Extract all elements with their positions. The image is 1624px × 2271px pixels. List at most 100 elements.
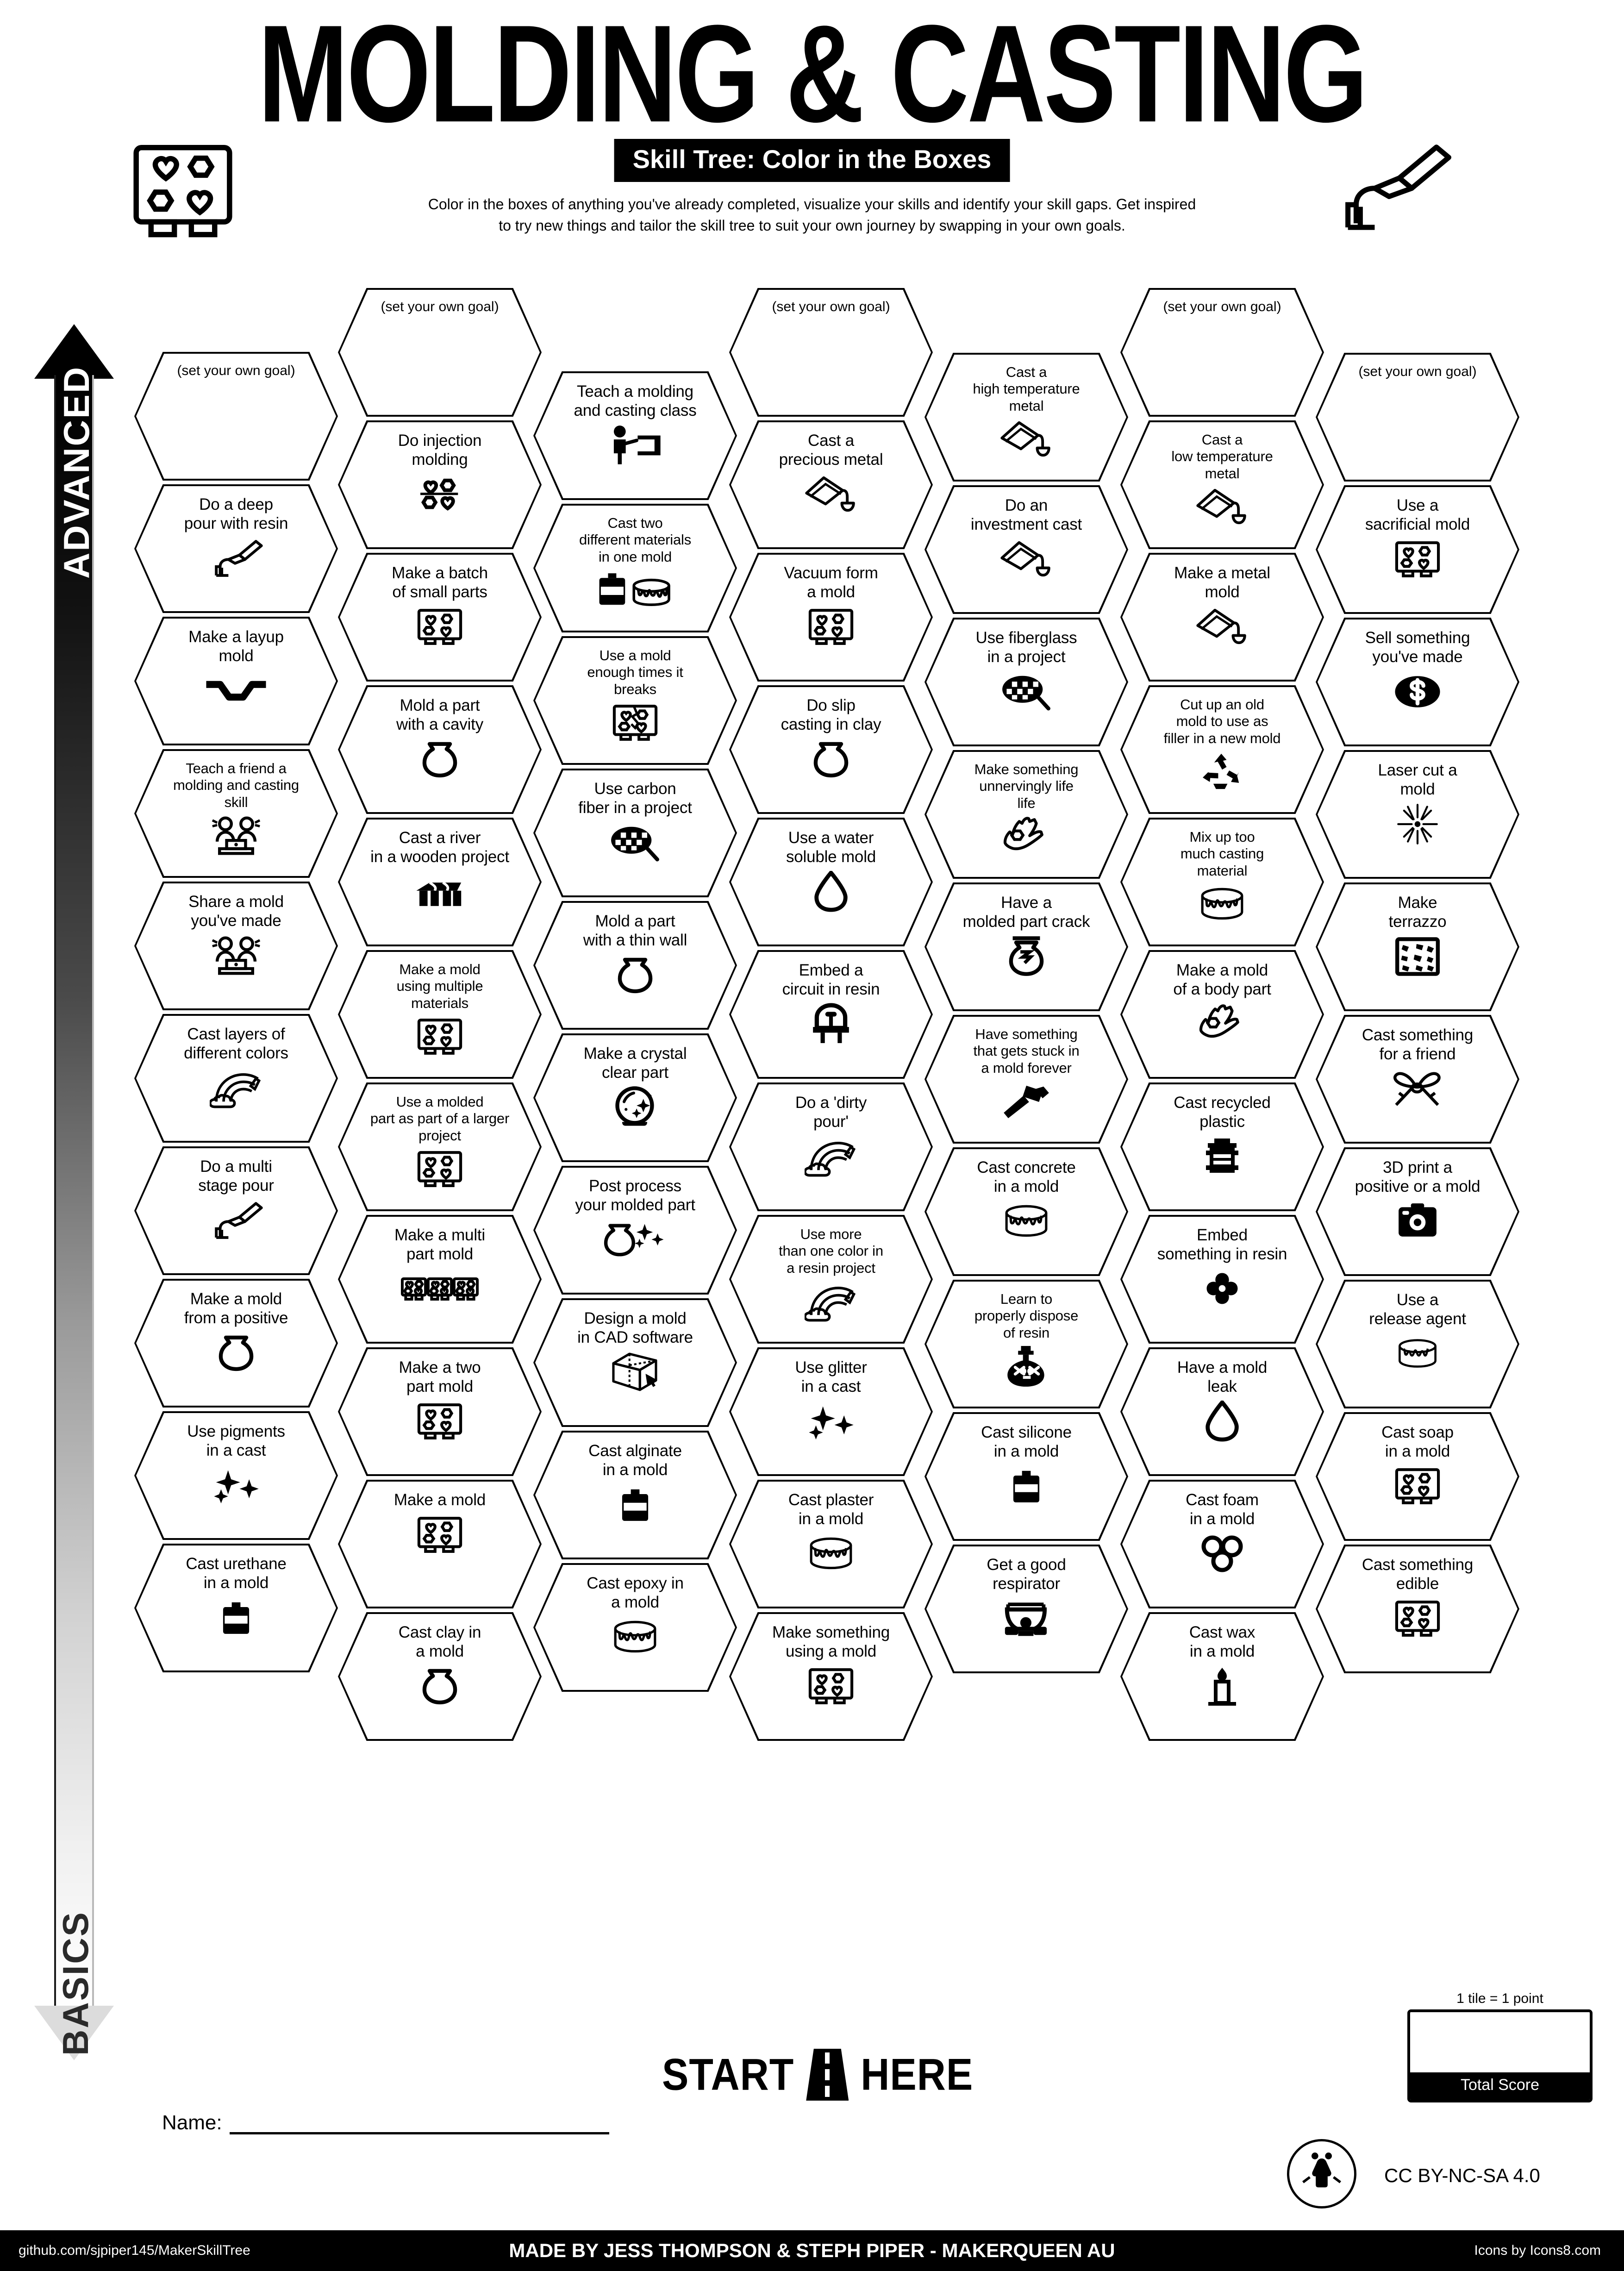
skill-tile[interactable]: Use carbon fiber in a project — [533, 769, 737, 897]
score-note: 1 tile = 1 point — [1456, 1991, 1543, 2006]
skill-tile[interactable]: Use glitter in a cast — [729, 1347, 933, 1476]
skill-tile[interactable]: Mix up too much casting material — [1120, 818, 1324, 946]
skill-tile[interactable]: Do a 'dirty pour' — [729, 1082, 933, 1211]
skill-tile[interactable]: (set your own goal) — [729, 288, 933, 417]
skill-tile-body: (set your own goal) — [1120, 288, 1324, 417]
skill-tile[interactable]: Have a mold leak — [1120, 1347, 1324, 1476]
skill-tile[interactable]: Make a mold — [338, 1480, 542, 1608]
skill-tile[interactable]: Cast wax in a mold — [1120, 1612, 1324, 1741]
skill-tile[interactable]: Cast clay in a mold — [338, 1612, 542, 1741]
skill-tile[interactable]: Use pigments in a cast — [134, 1411, 338, 1540]
skill-tile[interactable]: (set your own goal) — [1316, 353, 1519, 482]
skill-tile[interactable]: Do a multi stage pour — [134, 1146, 338, 1275]
skill-tile[interactable]: Cast plaster in a mold — [729, 1480, 933, 1608]
skill-tile-label: Cast a precious metal — [779, 432, 883, 469]
skill-tile[interactable]: Sell something you've made — [1316, 618, 1519, 746]
skill-tile[interactable]: Make a batch of small parts — [338, 553, 542, 682]
hexagon-outline — [1316, 1280, 1519, 1408]
skill-tile[interactable]: Make a mold using multiple materials — [338, 950, 542, 1079]
skill-tile[interactable]: Cast layers of different colors — [134, 1014, 338, 1143]
skill-tile-label: Make something unnervingly life life — [974, 761, 1079, 811]
skill-tile[interactable]: 3D print a positive or a mold — [1316, 1147, 1519, 1276]
skill-tile[interactable]: Learn to properly dispose of resin — [924, 1280, 1128, 1408]
skill-tile[interactable]: Cast foam in a mold — [1120, 1480, 1324, 1608]
hammer-icon — [999, 1080, 1054, 1123]
hexagon-outline — [924, 882, 1128, 1011]
skill-tile[interactable]: Mold a part with a cavity — [338, 685, 542, 814]
skill-tile-body: Do a multi stage pour — [134, 1146, 338, 1275]
skill-tile[interactable]: Use a mold enough times it breaks — [533, 636, 737, 765]
start-label: START — [662, 2049, 794, 2100]
skill-tile[interactable]: Share a mold you've made — [134, 882, 338, 1010]
skill-tile[interactable]: Cast two different materials in one mold — [533, 504, 737, 632]
footer-repo-link[interactable]: github.com/sjpiper145/MakerSkillTree — [19, 2243, 250, 2258]
skill-tile[interactable]: Post process your molded part — [533, 1166, 737, 1295]
skill-tile[interactable]: Cast a low temperature metal — [1120, 420, 1324, 549]
skill-tile[interactable]: Have a molded part crack — [924, 882, 1128, 1011]
mold-tray-icon — [416, 1015, 464, 1058]
skill-tile[interactable]: Use a release agent — [1316, 1280, 1519, 1408]
hexagon-outline — [533, 371, 737, 500]
skill-tile-body: Have a molded part crack — [924, 882, 1128, 1011]
skill-tile[interactable]: Cast soap in a mold — [1316, 1412, 1519, 1541]
skill-tile[interactable]: Have something that gets stuck in a mold f… — [924, 1015, 1128, 1144]
respirator-icon — [1002, 1597, 1050, 1640]
skill-tile[interactable]: Get a good respirator — [924, 1545, 1128, 1673]
skill-tile[interactable]: Make a crystal clear part — [533, 1033, 737, 1162]
skill-tile[interactable]: Cast alginate in a mold — [533, 1431, 737, 1559]
skill-tile[interactable]: Use a sacrificial mold — [1316, 485, 1519, 614]
skill-tile[interactable]: Use fiberglass in a project — [924, 618, 1128, 746]
name-input[interactable] — [229, 2131, 609, 2134]
skill-tile[interactable]: Cast a river in a wooden project — [338, 818, 542, 946]
skill-tile[interactable]: Make a mold from a positive — [134, 1279, 338, 1408]
skill-tile-label: Use carbon fiber in a project — [578, 780, 692, 817]
skill-tile-body: Do an investment cast — [924, 485, 1128, 614]
skill-tile[interactable]: Make terrazzo — [1316, 882, 1519, 1011]
pot-drip-icon — [1003, 1200, 1050, 1243]
skill-tile-body: Share a mold you've made — [134, 882, 338, 1010]
skill-tile[interactable]: Embed a circuit in resin — [729, 950, 933, 1079]
skill-tile-label: Vacuum form a mold — [784, 564, 878, 601]
skill-tile[interactable]: (set your own goal) — [338, 288, 542, 417]
skill-tile[interactable]: Cast a precious metal — [729, 420, 933, 549]
skill-tile[interactable]: Cast urethane in a mold — [134, 1544, 338, 1672]
skill-tile[interactable]: Cast silicone in a mold — [924, 1412, 1128, 1541]
skill-tile[interactable]: Laser cut a mold — [1316, 750, 1519, 879]
hexagon-outline — [729, 685, 933, 814]
skill-tile[interactable]: Cut up an old mold to use as filler in a n… — [1120, 685, 1324, 814]
skill-tile[interactable]: Mold a part with a thin wall — [533, 901, 737, 1030]
skill-tile[interactable]: Make a metal mold — [1120, 553, 1324, 682]
mold-tray-icon — [416, 1400, 464, 1443]
skill-tile[interactable]: Use a molded part as part of a larger proj… — [338, 1082, 542, 1211]
skill-tile[interactable]: Teach a molding and casting class — [533, 371, 737, 500]
skill-tile[interactable]: Cast a high temperature metal — [924, 353, 1128, 482]
skill-tile[interactable]: (set your own goal) — [134, 352, 338, 481]
skill-tile[interactable]: Cast concrete in a mold — [924, 1147, 1128, 1276]
skill-tile[interactable]: Use a water soluble mold — [729, 818, 933, 946]
skill-tile[interactable]: Do injection molding — [338, 420, 542, 549]
skill-tile-body: Make a metal mold — [1120, 553, 1324, 682]
skill-tile[interactable]: Embed something in resin — [1120, 1215, 1324, 1344]
skill-tile[interactable]: Make something using a mold — [729, 1612, 933, 1741]
skill-tile[interactable]: Make a mold of a body part — [1120, 950, 1324, 1079]
skill-tile[interactable]: Do slip casting in clay — [729, 685, 933, 814]
score-input[interactable] — [1410, 2012, 1590, 2072]
skill-tile[interactable]: Do an investment cast — [924, 485, 1128, 614]
hexagon-outline — [533, 1563, 737, 1692]
skill-tile[interactable]: Cast recycled plastic — [1120, 1082, 1324, 1211]
skill-tile[interactable]: Make a two part mold — [338, 1347, 542, 1476]
skill-tile[interactable]: Do a deep pour with resin — [134, 484, 338, 613]
skill-tile[interactable]: Use more than one color in a resin project — [729, 1215, 933, 1344]
skill-tile[interactable]: Cast something for a friend — [1316, 1015, 1519, 1144]
skill-tile[interactable]: Vacuum form a mold — [729, 553, 933, 682]
skill-tile[interactable]: Cast epoxy in a mold — [533, 1563, 737, 1692]
skill-tile[interactable]: Teach a friend a molding and casting skill — [134, 749, 338, 878]
skill-tile[interactable]: Make a layup mold — [134, 617, 338, 745]
hexagon-outline — [924, 1147, 1128, 1276]
skill-tile[interactable]: (set your own goal) — [1120, 288, 1324, 417]
skill-tile[interactable]: Make something unnervingly life life — [924, 750, 1128, 879]
skill-tile[interactable]: Make a multi part mold — [338, 1215, 542, 1344]
skill-tile[interactable]: Cast something edible — [1316, 1545, 1519, 1673]
resin-pour-icon — [208, 1199, 264, 1242]
skill-tile[interactable]: Design a mold in CAD software — [533, 1298, 737, 1427]
